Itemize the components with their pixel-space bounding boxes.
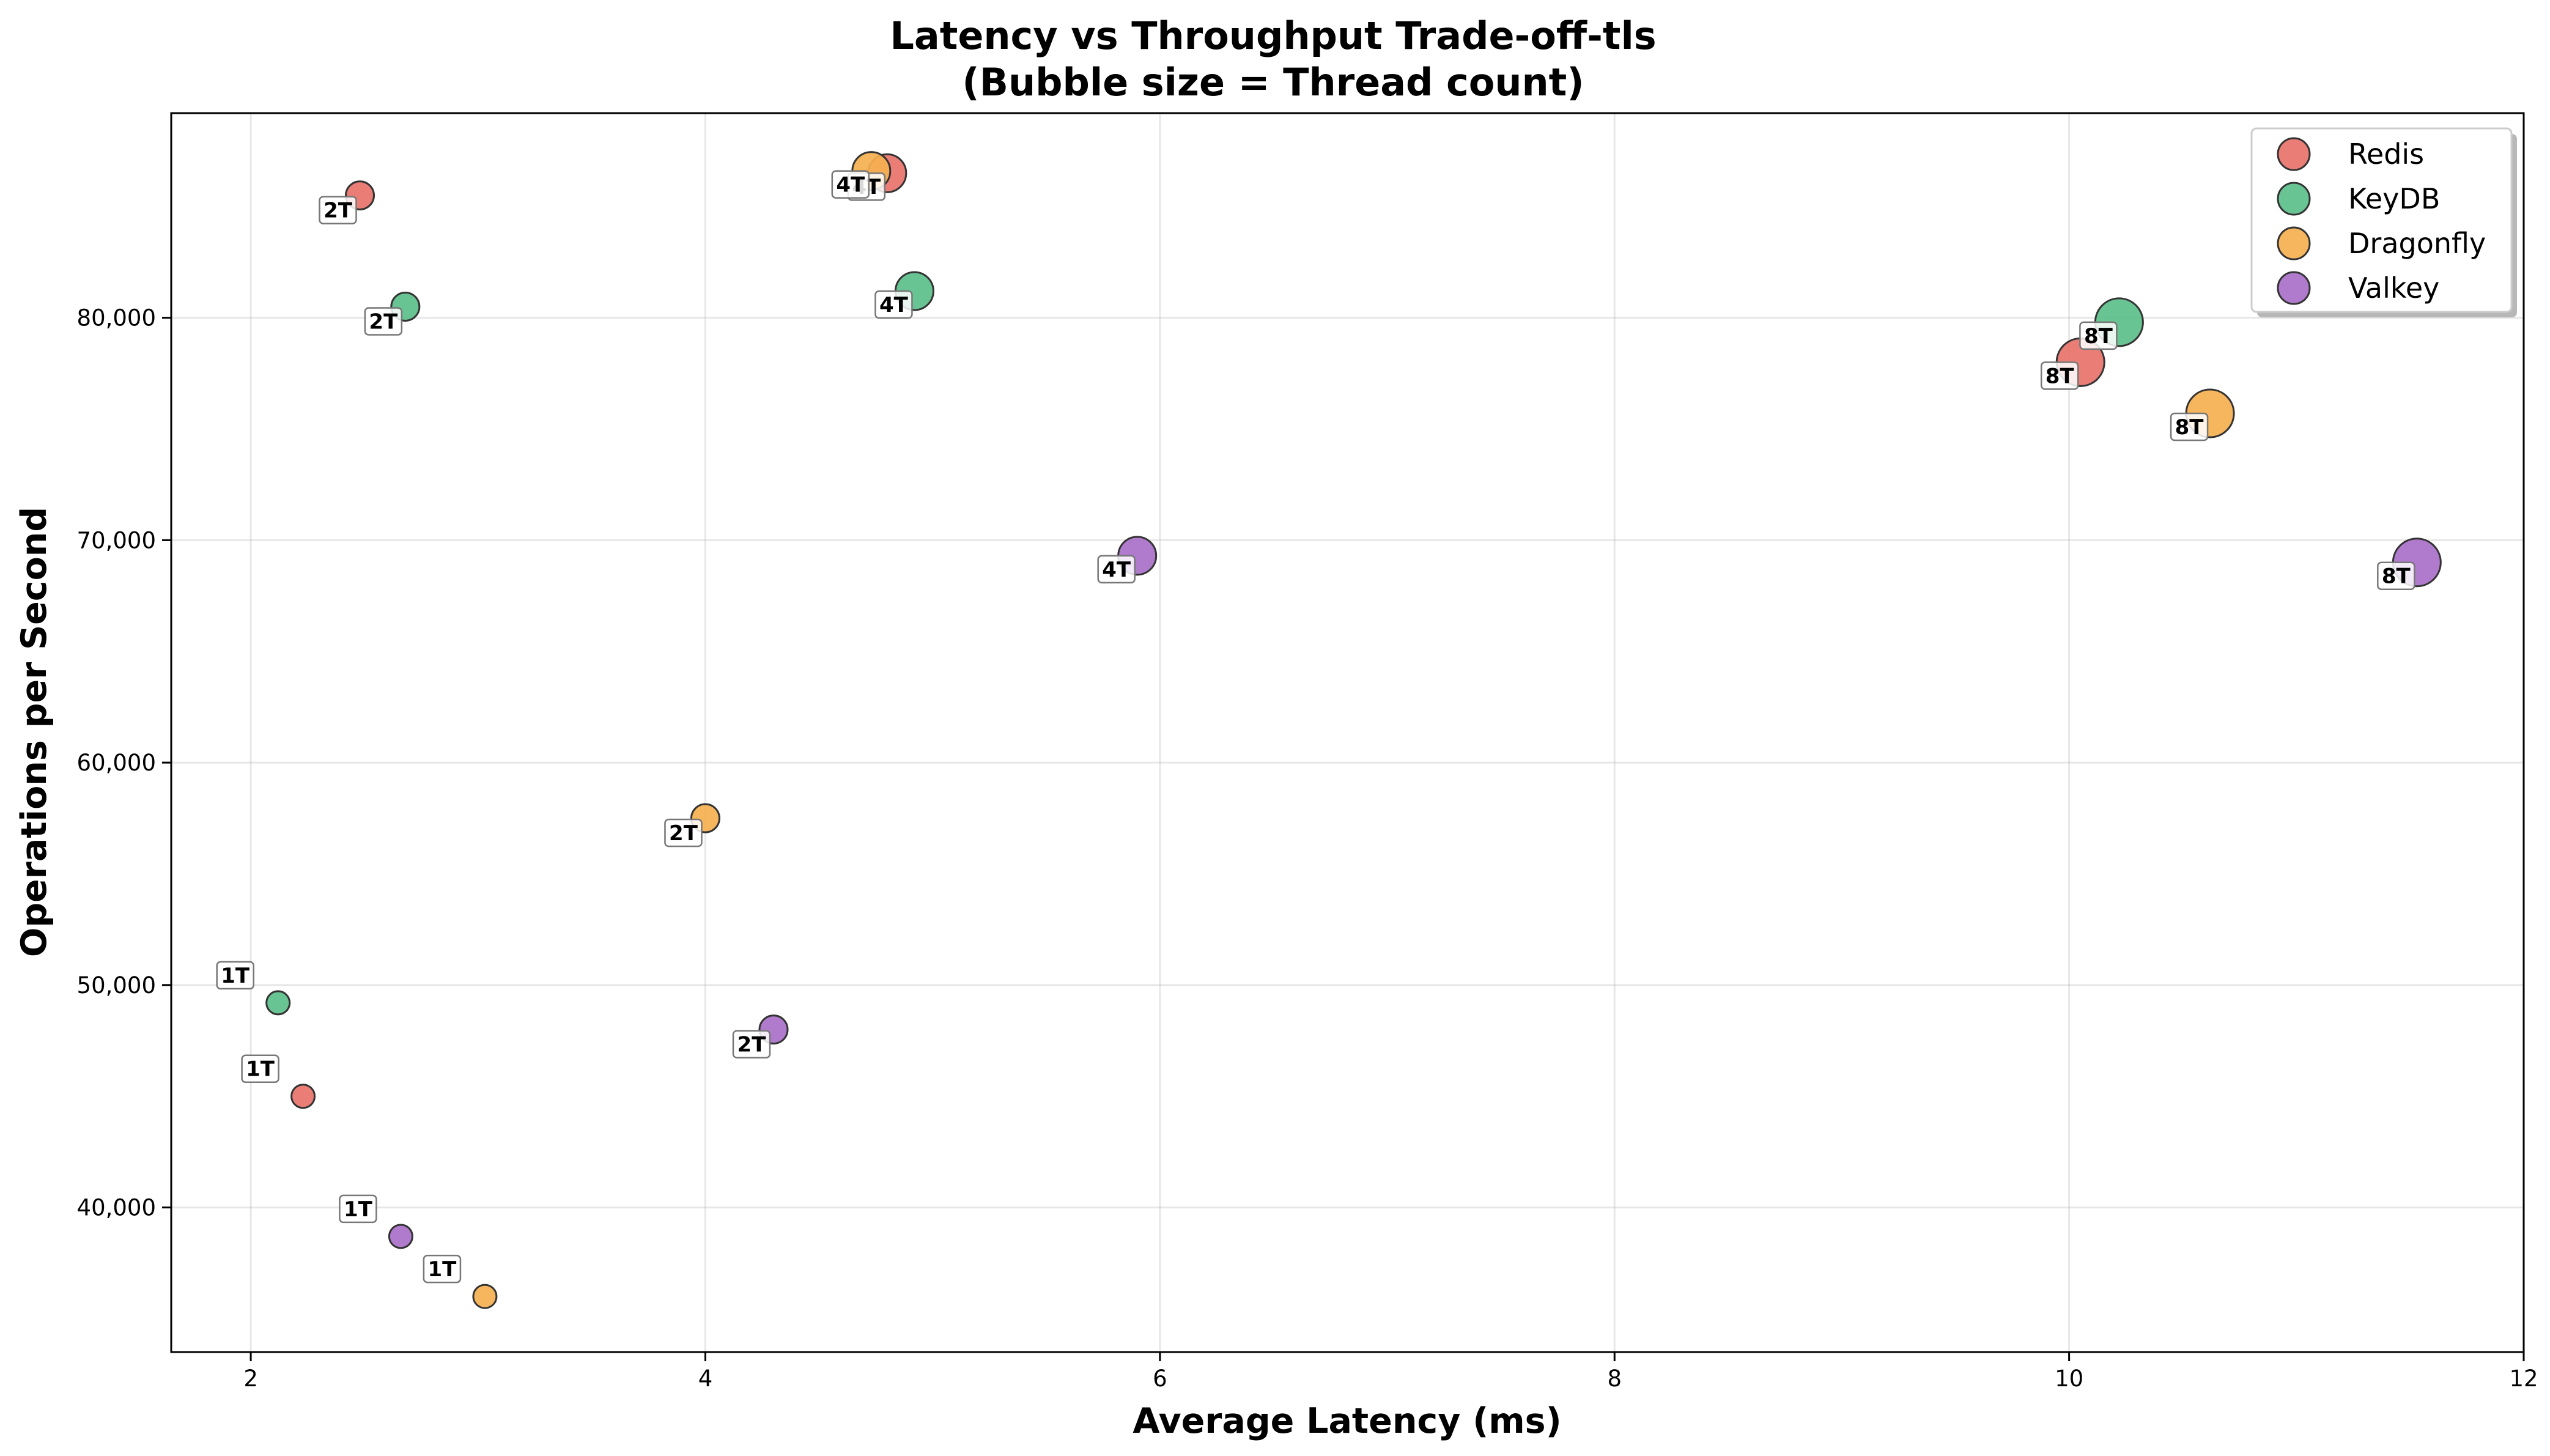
y-tick-label: 60,000 [77, 750, 156, 776]
y-tick-label: 80,000 [77, 305, 156, 331]
point-label: 8T [2377, 561, 2415, 590]
point-label: 2T [364, 307, 403, 336]
point-label-box [2377, 561, 2415, 590]
point-label: 1T [216, 961, 254, 990]
point-label: 1T [423, 1254, 462, 1284]
point-label-box [1097, 555, 1136, 584]
point-label-text: 4T [879, 293, 909, 317]
point-label-text: 4T [1102, 558, 1131, 582]
data-point-keydb [265, 990, 291, 1016]
point-label-box [364, 307, 403, 336]
point-label: 8T [2170, 412, 2209, 442]
legend: Redis KeyDB Dragonfly Valkey [2250, 127, 2517, 317]
point-label: 1T [241, 1054, 279, 1083]
legend-box [2250, 127, 2513, 313]
point-label-text: 2T [369, 309, 398, 334]
data-points [265, 151, 2442, 1309]
x-axis-ticks: 2 4 6 8 10 12 [243, 1352, 2538, 1392]
y-tick-label: 70,000 [77, 527, 156, 553]
point-label-box [732, 1030, 771, 1059]
point-label-box [874, 290, 913, 319]
point-label-box [423, 1254, 462, 1284]
point-label-box [319, 196, 357, 224]
legend-label: KeyDB [2348, 182, 2440, 215]
point-label: 8T [2079, 321, 2118, 350]
x-tick-label: 12 [2509, 1365, 2538, 1392]
point-label-box [2040, 361, 2079, 390]
x-tick-label: 8 [1607, 1365, 1622, 1392]
y-axis-ticks: 40,000 50,000 60,000 70,000 80,000 [77, 305, 171, 1221]
point-label: 4T [1097, 555, 1136, 584]
x-axis-label: Average Latency (ms) [1133, 1401, 1561, 1441]
point-label-box [2170, 412, 2209, 442]
point-label-text: 8T [2046, 364, 2075, 388]
chart-subtitle: (Bubble size = Thread count) [962, 60, 1584, 105]
data-point-dragonfly [472, 1284, 498, 1309]
legend-marker [2277, 226, 2311, 261]
legend-label: Dragonfly [2348, 227, 2486, 260]
y-tick-label: 50,000 [77, 972, 156, 999]
x-tick-label: 4 [698, 1365, 713, 1392]
point-label: 4T [831, 170, 870, 199]
point-label-text: 1T [428, 1257, 457, 1282]
plot-frame [170, 112, 2525, 1353]
point-labels: 1T2T4T8T1T2T4T8T1T2T4T8T1T2T4T8T [216, 170, 2415, 1284]
x-tick-label: 10 [2055, 1365, 2083, 1392]
legend-marker [2277, 271, 2311, 305]
point-label-text: 2T [669, 821, 698, 846]
legend-label: Valkey [2348, 272, 2439, 305]
point-label-text: 8T [2175, 415, 2204, 440]
legend-marker [2277, 182, 2311, 216]
point-label: 2T [664, 818, 703, 848]
x-tick-label: 6 [1153, 1365, 1167, 1392]
point-label: 2T [732, 1030, 771, 1059]
point-label-box [664, 818, 703, 848]
legend-marker [2277, 137, 2311, 171]
point-label-text: 1T [246, 1057, 275, 1082]
data-point-redis [290, 1084, 316, 1109]
point-label-text: 1T [344, 1197, 373, 1222]
point-label: 1T [339, 1194, 377, 1224]
point-label-box [241, 1054, 279, 1083]
point-label: 8T [2040, 361, 2079, 390]
point-label-text: 2T [323, 199, 353, 223]
x-tick-label: 2 [243, 1365, 258, 1392]
point-label-box [216, 961, 254, 990]
point-label-text: 1T [221, 964, 250, 988]
point-label-text: 8T [2084, 324, 2113, 349]
y-axis-label: Operations per Second [14, 507, 54, 957]
point-label: 4T [874, 290, 913, 319]
point-label-text: 2T [737, 1033, 767, 1057]
point-label-box [831, 170, 870, 199]
point-label-box [339, 1194, 377, 1224]
legend-label: Redis [2348, 138, 2424, 171]
point-label: 2T [319, 196, 357, 224]
data-point-valkey [388, 1224, 413, 1249]
point-label-text: 8T [2382, 564, 2411, 589]
point-label-text: 4T [836, 173, 865, 198]
chart-title: Latency vs Throughput Trade-off-tls [890, 13, 1656, 58]
y-tick-label: 40,000 [77, 1195, 156, 1221]
point-label-box [2079, 321, 2118, 350]
